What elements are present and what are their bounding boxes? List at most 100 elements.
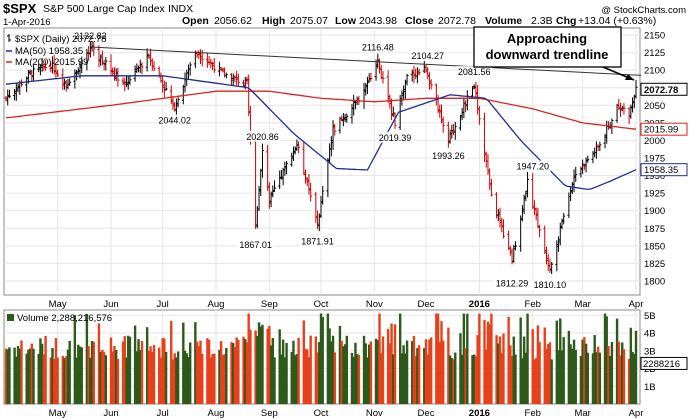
price-bar — [176, 97, 180, 108]
volume-header-value: 2.3B — [531, 15, 553, 27]
price-annotation: 2019.39 — [379, 133, 412, 143]
volume-bar — [581, 339, 584, 404]
volume-bar — [474, 356, 478, 404]
price-annotation: 1947.20 — [516, 162, 549, 172]
volume-bar — [139, 350, 142, 404]
volume-bar — [622, 349, 626, 404]
legend-ma50-label: MA(50) 1958.35 — [15, 46, 83, 57]
volume-bar — [280, 354, 283, 404]
volume-bar — [331, 335, 335, 404]
volume-bar — [619, 355, 622, 404]
volume-bar — [579, 355, 583, 404]
month-tick-label: May — [49, 299, 67, 310]
volume-bar — [207, 339, 211, 404]
annotation-bg — [244, 130, 281, 142]
volume-bar — [400, 353, 404, 404]
ohlc-bar-icon — [7, 34, 11, 42]
annotation-bg — [156, 114, 193, 126]
price-bar — [538, 224, 542, 238]
volume-bar — [522, 336, 526, 404]
volume-bar — [438, 341, 441, 404]
volume-bar — [524, 352, 528, 404]
month-tick-label: May — [49, 408, 67, 419]
volume-tick-label: 1B — [644, 382, 656, 393]
symbol-label: $SPX — [3, 1, 37, 16]
open-value: 2056.62 — [214, 15, 252, 27]
volume-bar — [440, 321, 443, 404]
volume-bar — [412, 335, 416, 404]
volume-bar — [213, 353, 216, 404]
volume-bar — [290, 351, 293, 404]
volume-bar — [507, 316, 510, 404]
volume-bar — [633, 353, 636, 404]
price-tick-label: 1925 — [644, 189, 665, 200]
volume-bar — [89, 357, 92, 404]
downward-trendline — [90, 46, 642, 76]
volume-bar — [77, 344, 80, 404]
price-bar — [80, 56, 84, 74]
price-annotation: 2132.82 — [74, 31, 107, 41]
price-tag-box — [640, 122, 688, 136]
price-bar — [393, 112, 397, 129]
volume-bar — [531, 329, 534, 404]
volume-bar — [249, 329, 252, 404]
volume-bar — [297, 337, 300, 404]
annotation-bg — [72, 30, 109, 42]
volume-bar — [369, 341, 373, 404]
close-label: Close — [405, 15, 434, 27]
volume-bar — [237, 339, 240, 404]
month-tick-label: Jul — [157, 299, 169, 310]
volume-bar — [381, 336, 385, 404]
volume-bar — [242, 336, 245, 404]
price-bar — [7, 89, 11, 99]
volume-bar — [462, 313, 466, 404]
volume-bar — [4, 348, 8, 404]
volume-bar — [247, 313, 250, 404]
volume-bar — [583, 337, 586, 404]
volume-bar — [176, 351, 180, 404]
volume-bar — [52, 359, 56, 404]
price-bar — [550, 262, 554, 275]
volume-bar — [199, 340, 202, 404]
volume-bar — [610, 342, 614, 404]
volume-bar — [498, 336, 502, 404]
callout-line-1: Approaching — [507, 31, 587, 46]
chg-value: +13.04 (+0.63%) — [578, 15, 656, 27]
volume-bar — [591, 353, 595, 404]
month-tick-label: Feb — [525, 408, 541, 419]
price-tick-label: 2150 — [644, 31, 665, 42]
price-bar — [285, 161, 289, 175]
volume-bar — [362, 335, 366, 404]
volume-bar — [343, 344, 347, 404]
volume-bar — [307, 357, 311, 404]
price-annotation: 1867.01 — [239, 240, 272, 250]
volume-bar — [598, 352, 602, 404]
price-tag-box — [640, 82, 688, 96]
volume-bar — [392, 354, 395, 404]
volume-bar — [13, 347, 16, 404]
price-bar — [128, 76, 132, 86]
volume-bar — [526, 313, 529, 404]
volume-bar — [510, 355, 514, 404]
volume-tick-label: 4B — [644, 329, 656, 340]
price-bar — [236, 73, 240, 86]
volume-bar — [405, 340, 409, 404]
volume-bar — [109, 337, 113, 404]
price-bar — [514, 241, 518, 251]
volume-bar — [269, 345, 273, 404]
volume-bar — [472, 354, 476, 404]
volume-bar — [66, 349, 70, 404]
price-annotation: 2020.86 — [246, 132, 279, 142]
month-tick-label: 2016 — [469, 408, 490, 419]
volume-bar — [464, 348, 467, 404]
price-tag-label: 2072.78 — [644, 85, 678, 96]
volume-bars — [4, 313, 638, 404]
volume-bar — [328, 328, 331, 404]
legend-ma50: MA(50) 1958.35 — [6, 46, 83, 57]
index-name-label: S&P 500 Large Cap Index — [43, 3, 166, 15]
month-tick-label: Sep — [261, 299, 278, 310]
price-bar — [333, 124, 337, 136]
volume-bar — [436, 313, 440, 404]
volume-bar — [634, 330, 638, 404]
